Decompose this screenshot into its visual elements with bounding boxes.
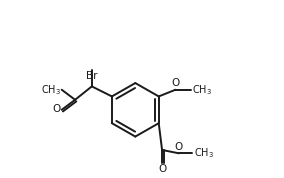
- Text: O: O: [171, 78, 179, 88]
- Text: CH$_3$: CH$_3$: [194, 146, 214, 160]
- Text: CH$_3$: CH$_3$: [41, 83, 61, 97]
- Text: O: O: [158, 164, 166, 174]
- Text: O: O: [175, 142, 183, 152]
- Text: Br: Br: [86, 70, 98, 80]
- Text: CH$_3$: CH$_3$: [192, 83, 212, 97]
- Text: O: O: [53, 104, 61, 114]
